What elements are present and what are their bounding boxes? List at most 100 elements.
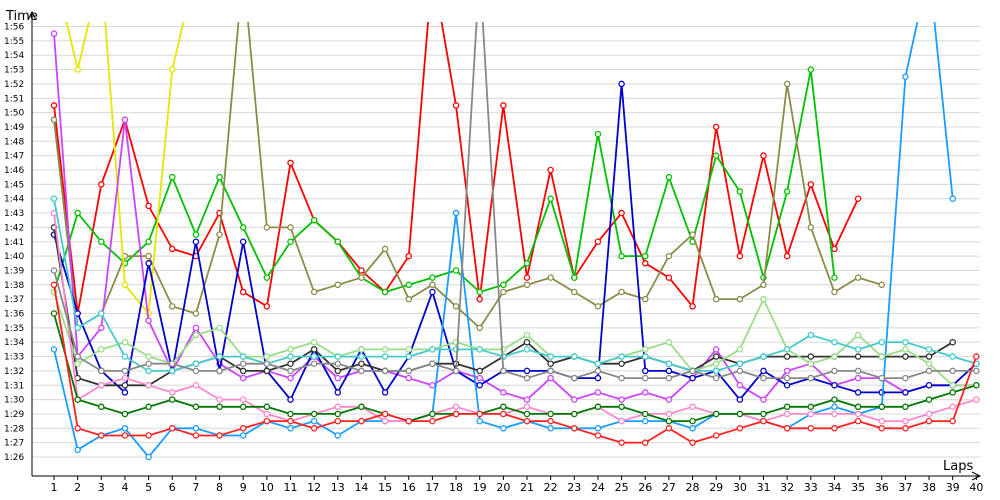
data-point — [98, 432, 105, 439]
data-point — [571, 425, 578, 432]
data-point — [168, 303, 176, 310]
data-point — [192, 310, 200, 317]
data-point — [854, 374, 862, 382]
data-point — [925, 381, 933, 389]
x-tick-label: 9 — [240, 481, 247, 494]
x-tick-label: 40 — [969, 481, 983, 494]
data-point — [50, 102, 58, 109]
data-point — [807, 353, 815, 360]
data-point — [854, 367, 862, 375]
data-point — [121, 367, 129, 375]
data-point — [571, 288, 578, 296]
x-tick-label: 1 — [51, 481, 58, 494]
data-point — [642, 374, 649, 382]
data-point — [523, 346, 531, 353]
data-point — [74, 324, 81, 332]
x-tick-label: 26 — [638, 481, 652, 494]
data-point — [500, 102, 507, 109]
data-point — [429, 281, 436, 289]
data-point — [642, 353, 649, 360]
data-point — [665, 274, 673, 281]
y-tick-label: 1:42 — [4, 223, 24, 233]
data-point — [712, 295, 720, 303]
data-point — [642, 346, 649, 353]
y-tick-label: 1:26 — [4, 453, 24, 463]
data-point — [287, 224, 294, 231]
data-point — [381, 288, 389, 296]
data-point — [263, 224, 271, 231]
data-point — [949, 195, 956, 202]
data-point — [74, 446, 81, 454]
data-point — [949, 338, 956, 346]
data-point — [405, 252, 412, 260]
data-point — [121, 410, 129, 418]
data-point — [358, 417, 365, 425]
data-point — [50, 195, 58, 202]
data-point — [736, 425, 744, 432]
series-line — [53, 212, 977, 423]
data-point — [783, 425, 791, 432]
data-point — [665, 396, 673, 403]
data-point — [145, 432, 152, 439]
x-tick-label: 22 — [544, 481, 558, 494]
x-tick-label: 3 — [98, 481, 105, 494]
x-tick-label: 7 — [192, 481, 199, 494]
series-line — [53, 22, 954, 459]
data-point — [358, 360, 365, 367]
data-point — [476, 288, 483, 296]
data-point — [429, 360, 436, 367]
y-tick-label: 1:48 — [4, 137, 24, 147]
data-point — [594, 238, 602, 245]
data-point — [712, 152, 720, 159]
data-point — [310, 346, 318, 353]
data-point — [831, 274, 838, 281]
data-point — [287, 159, 294, 167]
y-tick-label: 1:49 — [4, 123, 24, 133]
x-tick-label: 11 — [284, 481, 298, 494]
data-point — [902, 338, 909, 346]
data-point — [665, 417, 673, 425]
data-point — [50, 116, 58, 124]
data-point — [192, 360, 200, 367]
data-point — [925, 353, 933, 360]
y-tick-label: 1:27 — [4, 439, 24, 449]
data-point — [878, 374, 886, 382]
data-point — [310, 338, 318, 346]
data-point — [50, 281, 58, 289]
data-point — [168, 367, 176, 375]
data-point — [429, 346, 436, 353]
data-point — [783, 80, 791, 88]
data-point — [807, 410, 815, 418]
x-tick-label: 28 — [686, 481, 700, 494]
data-point — [145, 381, 152, 389]
data-point — [239, 367, 247, 375]
series-line — [53, 33, 977, 401]
data-point — [547, 410, 554, 418]
data-point — [547, 166, 554, 174]
data-point — [571, 274, 578, 281]
data-point — [50, 310, 58, 317]
y-tick-label: 1:39 — [4, 266, 24, 276]
data-point — [192, 324, 200, 332]
data-point — [405, 353, 412, 360]
data-point — [310, 410, 318, 418]
series-line — [53, 284, 978, 444]
data-point — [358, 267, 365, 274]
data-point — [98, 367, 105, 375]
data-point — [168, 389, 176, 396]
data-point — [74, 209, 81, 217]
data-point — [736, 252, 744, 260]
data-point — [74, 66, 81, 73]
data-point — [405, 367, 412, 375]
data-point — [429, 417, 436, 425]
data-point — [571, 353, 578, 360]
x-tick-label: 38 — [922, 481, 936, 494]
data-point — [736, 346, 744, 353]
data-point — [736, 188, 744, 195]
data-point — [618, 353, 625, 360]
data-point — [925, 346, 933, 353]
data-point — [854, 389, 862, 396]
data-point — [571, 374, 578, 382]
data-point — [760, 367, 767, 375]
data-point — [358, 274, 365, 281]
